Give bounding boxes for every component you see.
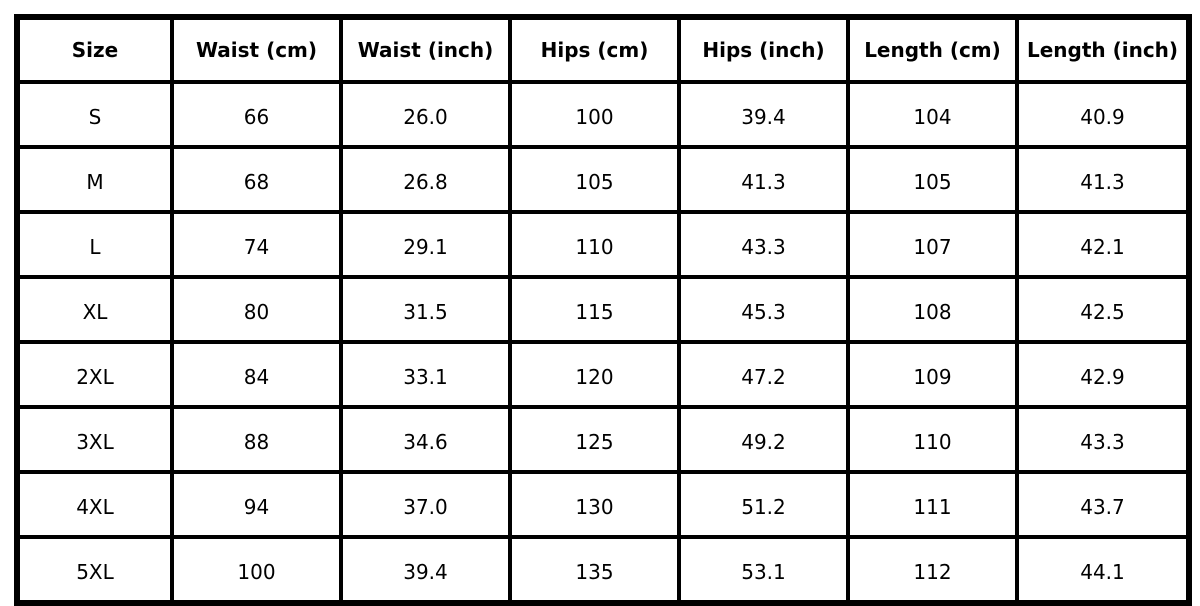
table-cell: 42.5 [1015,275,1191,344]
table-cell: 40.9 [1015,80,1191,149]
header-cell: Hips (inch) [677,15,850,84]
table-cell: 49.2 [677,405,850,474]
table-cell: 104 [846,80,1019,149]
table-cell: 105 [846,145,1019,214]
table-cell: 111 [846,470,1019,539]
table-cell: 84 [170,340,343,409]
table-cell: 39.4 [339,535,512,605]
table-cell: 29.1 [339,210,512,279]
table-cell: 37.0 [339,470,512,539]
table-body: S 66 26.0 100 39.4 104 40.9 M 68 26.8 105 41.3 105 41… [15,80,1191,605]
table-cell: 105 [508,145,681,214]
table-cell: XL [15,275,174,344]
table-cell: 41.3 [677,145,850,214]
table-cell: 3XL [15,405,174,474]
table-cell: 2XL [15,340,174,409]
table-row: M 68 26.8 105 41.3 105 41.3 [15,145,1191,214]
table-cell: 68 [170,145,343,214]
table-cell: S [15,80,174,149]
table-cell: 94 [170,470,343,539]
header-row: Size Waist (cm) Waist (inch) Hips (cm) Hips … [15,15,1191,84]
table-cell: 112 [846,535,1019,605]
header-cell: Length (cm) [846,15,1019,84]
table-cell: 44.1 [1015,535,1191,605]
table-cell: 110 [508,210,681,279]
table-cell: 66 [170,80,343,149]
table-cell: 100 [508,80,681,149]
table-row: XL 80 31.5 115 45.3 108 42.5 [15,275,1191,344]
table-cell: L [15,210,174,279]
header-cell: Length (inch) [1015,15,1191,84]
table-cell: 26.0 [339,80,512,149]
table-cell: 4XL [15,470,174,539]
table-cell: 43.7 [1015,470,1191,539]
table-header: Size Waist (cm) Waist (inch) Hips (cm) Hips … [15,15,1191,84]
table-cell: 135 [508,535,681,605]
table-cell: 33.1 [339,340,512,409]
table-row: S 66 26.0 100 39.4 104 40.9 [15,80,1191,149]
table-cell: 47.2 [677,340,850,409]
table-row: 2XL 84 33.1 120 47.2 109 42.9 [15,340,1191,409]
table-cell: 80 [170,275,343,344]
table-row: 5XL 100 39.4 135 53.1 112 44.1 [15,535,1191,605]
table-cell: 53.1 [677,535,850,605]
table-row: 3XL 88 34.6 125 49.2 110 43.3 [15,405,1191,474]
table-cell: 125 [508,405,681,474]
table-cell: 5XL [15,535,174,605]
table-cell: 107 [846,210,1019,279]
table-cell: 41.3 [1015,145,1191,214]
table-cell: 45.3 [677,275,850,344]
table-cell: 43.3 [1015,405,1191,474]
table-cell: 42.1 [1015,210,1191,279]
table-cell: 43.3 [677,210,850,279]
header-cell: Size [15,15,174,84]
header-cell: Hips (cm) [508,15,681,84]
table-cell: 42.9 [1015,340,1191,409]
table-cell: 51.2 [677,470,850,539]
table-cell: 130 [508,470,681,539]
table-cell: 31.5 [339,275,512,344]
header-cell: Waist (cm) [170,15,343,84]
table-row: L 74 29.1 110 43.3 107 42.1 [15,210,1191,279]
table-cell: M [15,145,174,214]
table-row: 4XL 94 37.0 130 51.2 111 43.7 [15,470,1191,539]
table-cell: 26.8 [339,145,512,214]
table-cell: 109 [846,340,1019,409]
size-table: Size Waist (cm) Waist (inch) Hips (cm) Hips … [14,14,1192,606]
table-cell: 108 [846,275,1019,344]
header-cell: Waist (inch) [339,15,512,84]
table-cell: 88 [170,405,343,474]
table-cell: 39.4 [677,80,850,149]
table-cell: 74 [170,210,343,279]
table-cell: 34.6 [339,405,512,474]
table-cell: 120 [508,340,681,409]
table-cell: 115 [508,275,681,344]
table-cell: 100 [170,535,343,605]
table-cell: 110 [846,405,1019,474]
